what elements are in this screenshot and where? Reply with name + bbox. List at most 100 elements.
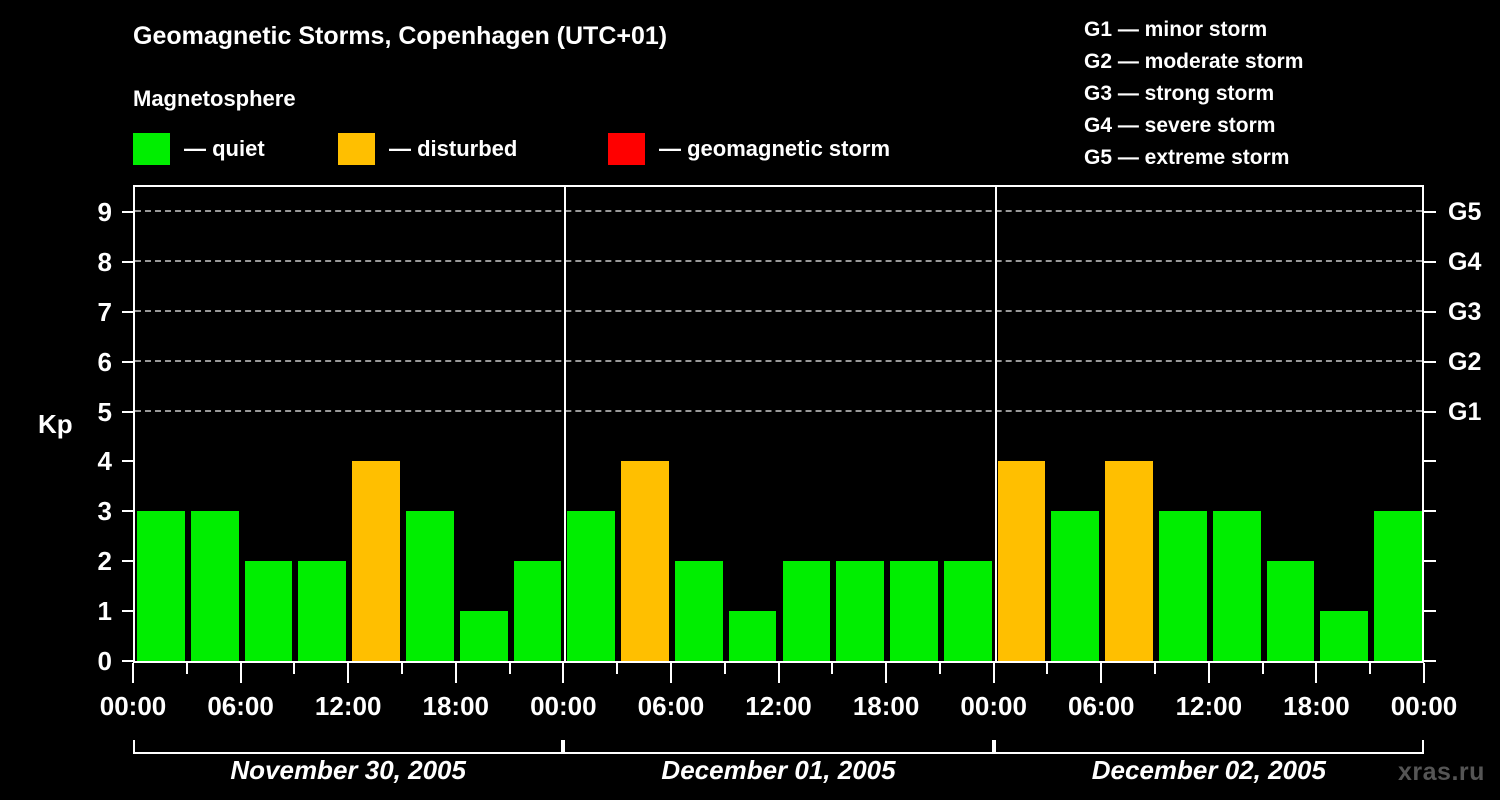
bar bbox=[997, 461, 1046, 661]
y-axis-tick-label-4: 4 bbox=[97, 446, 112, 477]
x-axis-major-tick bbox=[132, 663, 134, 683]
x-axis-minor-tick bbox=[1261, 663, 1264, 674]
day-label-1: November 30, 2005 bbox=[230, 755, 466, 785]
x-axis-major-tick bbox=[239, 663, 242, 683]
day-label-2: December 01, 2005 bbox=[661, 755, 896, 785]
g-axis-tick-label-G2: G2 bbox=[1448, 347, 1482, 376]
x-axis-major-tick bbox=[885, 663, 888, 683]
bar bbox=[405, 511, 454, 661]
bar bbox=[1212, 511, 1261, 661]
x-axis-tick-label: 12:00 bbox=[745, 691, 812, 721]
g-axis-tick-label-G5: G5 bbox=[1448, 197, 1482, 226]
bar bbox=[782, 561, 831, 661]
bar bbox=[459, 611, 508, 661]
g-axis-tick-mark-G1 bbox=[1424, 410, 1436, 413]
bar bbox=[1105, 461, 1154, 661]
x-axis-major-tick bbox=[992, 663, 995, 683]
y-axis-tick-mark-5 bbox=[122, 410, 133, 413]
chart-plot-area bbox=[133, 185, 1424, 663]
page-title: Geomagnetic Storms, Copenhagen (UTC+01) bbox=[133, 22, 668, 50]
legend-label-disturbed: — disturbed bbox=[389, 136, 518, 161]
g-legend-row-g3: G3 — strong storm bbox=[1084, 82, 1275, 105]
g-axis-minor-tick-1 bbox=[1424, 610, 1436, 613]
y-axis-tick-mark-1 bbox=[122, 610, 133, 613]
bar bbox=[1051, 511, 1100, 661]
x-axis-minor-tick bbox=[1369, 663, 1372, 674]
y-axis-tick-mark-0 bbox=[122, 660, 133, 662]
x-axis-tick-label: 06:00 bbox=[637, 691, 705, 721]
x-axis-minor-tick bbox=[508, 663, 511, 674]
g-axis-minor-tick-0 bbox=[1424, 660, 1436, 662]
gridline-kp-7 bbox=[135, 309, 1422, 312]
x-axis-major-tick bbox=[1315, 663, 1318, 683]
y-axis-title: Kp bbox=[38, 409, 73, 439]
y-axis-tick-mark-8 bbox=[122, 260, 133, 263]
x-axis-major-tick bbox=[347, 663, 350, 683]
y-axis-tick-label-6: 6 bbox=[97, 346, 112, 377]
x-axis-major-tick bbox=[1100, 663, 1103, 683]
day-separator-2 bbox=[994, 187, 997, 661]
x-axis-tick-label: 06:00 bbox=[207, 691, 274, 721]
g-legend-row-g4: G4 — severe storm bbox=[1084, 114, 1276, 137]
legend-item-geomagnetic-storm: — geomagnetic storm bbox=[608, 131, 890, 167]
x-axis-tick-label: 00:00 bbox=[530, 691, 597, 721]
bar bbox=[1159, 511, 1207, 661]
bar bbox=[244, 561, 293, 661]
chart-plot-inner bbox=[135, 187, 1422, 661]
bar bbox=[890, 561, 938, 661]
y-axis-tick-label-5: 5 bbox=[97, 396, 112, 427]
bar bbox=[137, 511, 185, 661]
bar bbox=[836, 561, 885, 661]
bar bbox=[298, 561, 347, 661]
day-bracket-1 bbox=[133, 740, 564, 754]
g-axis-tick-label-G1: G1 bbox=[1448, 397, 1482, 426]
x-axis-tick-label: 18:00 bbox=[422, 691, 490, 721]
g-axis-tick-mark-G4 bbox=[1424, 260, 1436, 263]
watermark: xras.ru bbox=[1398, 758, 1485, 786]
g-axis-tick-label-G3: G3 bbox=[1448, 297, 1482, 326]
y-axis-tick-mark-4 bbox=[122, 460, 133, 463]
x-axis-minor-tick bbox=[616, 663, 619, 674]
gridline-kp-9 bbox=[135, 209, 1422, 212]
legend-item-quiet: — quiet bbox=[133, 131, 265, 167]
x-axis-tick-label: 00:00 bbox=[960, 691, 1027, 721]
legend-swatch-quiet bbox=[133, 133, 170, 165]
g-scale-legend: G1 — minor storm G2 — moderate storm G3 … bbox=[1066, 14, 1486, 174]
bar bbox=[567, 511, 616, 661]
bar bbox=[1320, 611, 1369, 661]
x-axis-minor-tick bbox=[185, 663, 188, 674]
bar bbox=[352, 461, 400, 661]
day-label-3: December 02, 2005 bbox=[1091, 755, 1326, 785]
bar bbox=[1374, 511, 1422, 661]
y-axis-tick-mark-7 bbox=[122, 310, 133, 313]
y-axis-tick-label-3: 3 bbox=[97, 496, 112, 527]
gridline-kp-5 bbox=[135, 409, 1422, 412]
x-axis-minor-tick bbox=[400, 663, 403, 674]
day-bracket-2 bbox=[563, 740, 994, 754]
g-axis-tick-mark-G2 bbox=[1424, 360, 1436, 363]
bar bbox=[513, 561, 562, 661]
y-axis-tick-mark-9 bbox=[122, 210, 133, 213]
x-axis-tick-label: 06:00 bbox=[1068, 691, 1135, 721]
y-axis-tick-label-8: 8 bbox=[97, 246, 112, 277]
legend-label-quiet: — quiet bbox=[184, 136, 265, 161]
g-legend-row-g5: G5 — extreme storm bbox=[1084, 146, 1290, 169]
x-axis-minor-tick bbox=[1154, 663, 1157, 674]
bar bbox=[728, 611, 777, 661]
x-axis-tick-label: 00:00 bbox=[99, 691, 167, 721]
y-axis-tick-mark-6 bbox=[122, 360, 133, 363]
y-axis-tick-label-2: 2 bbox=[97, 546, 112, 577]
day-bracket-3 bbox=[993, 740, 1424, 754]
g-legend-row-g1: G1 — minor storm bbox=[1084, 18, 1268, 41]
x-axis-major-tick bbox=[454, 663, 457, 683]
bar bbox=[1266, 561, 1315, 661]
day-separator-1 bbox=[564, 187, 567, 661]
x-axis-tick-label: 12:00 bbox=[1175, 691, 1243, 721]
y-axis-tick-label-1: 1 bbox=[97, 596, 112, 627]
y-axis-tick-label-7: 7 bbox=[97, 296, 112, 327]
x-axis-minor-tick bbox=[1046, 663, 1049, 674]
y-axis-tick-mark-2 bbox=[122, 560, 133, 563]
legend-swatch-geomagnetic-storm bbox=[608, 133, 645, 165]
x-axis-minor-tick bbox=[831, 663, 834, 674]
bar bbox=[190, 511, 239, 661]
